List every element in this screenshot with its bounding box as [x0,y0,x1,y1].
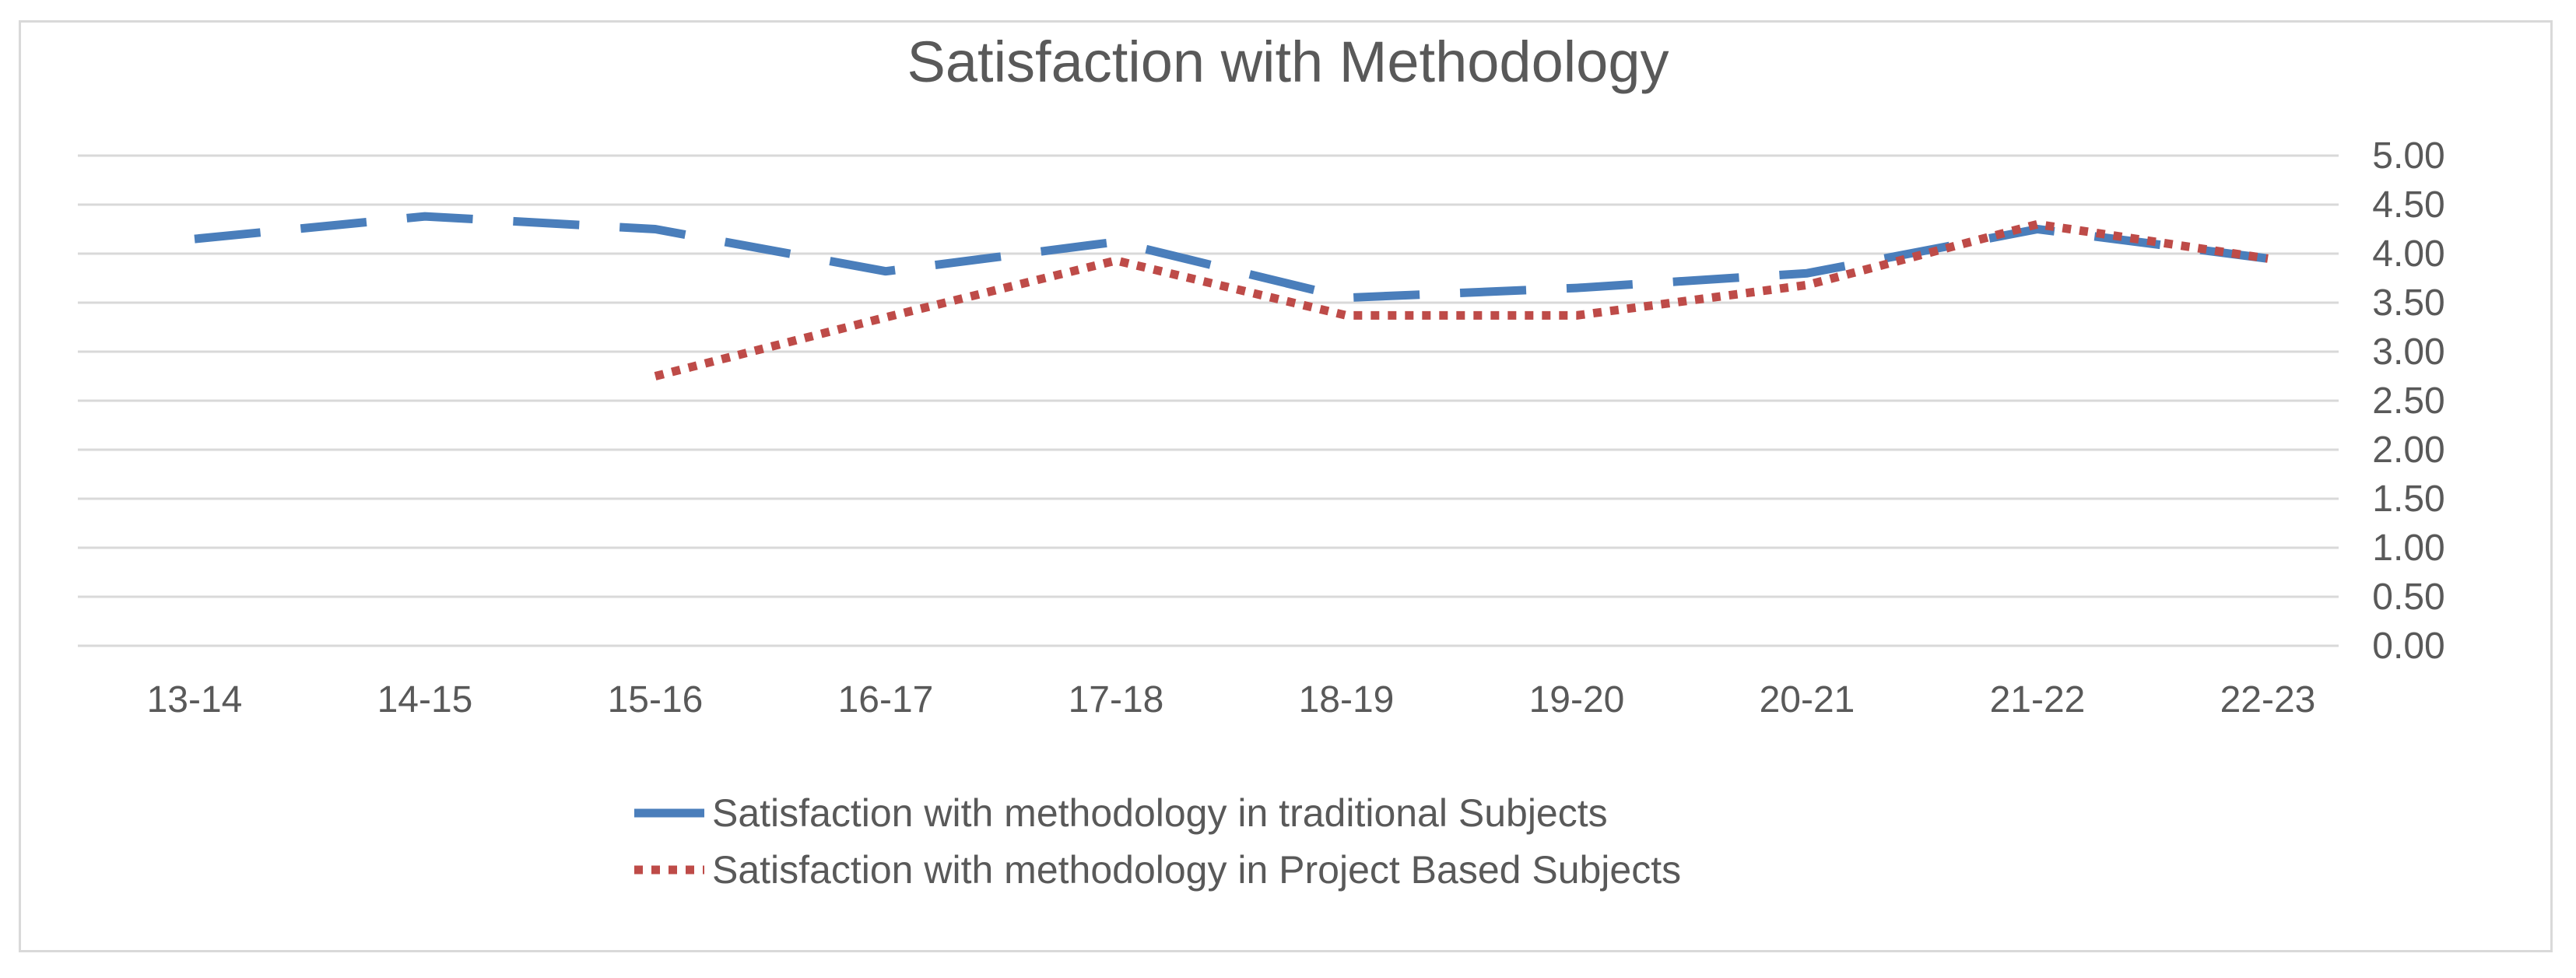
legend-label-traditional: Satisfaction with methodology in traditi… [712,791,1608,835]
y-tick-label: 2.00 [2372,429,2444,471]
legend-item-project-based: Satisfaction with methodology in Project… [634,848,1681,892]
y-tick-label: 5.00 [2372,135,2444,177]
series-lines [194,212,2269,380]
chart-title: Satisfaction with Methodology [907,30,1669,94]
y-tick-label: 4.50 [2372,184,2444,226]
gridlines [78,154,2339,647]
x-tick-label: 13-14 [147,679,243,720]
series-line-project-based [654,219,2269,380]
x-tick-label: 19-20 [1529,679,1625,720]
x-tick-label: 20-21 [1760,679,1855,720]
y-tick-label: 0.50 [2372,577,2444,618]
y-axis-ticks: 0.00 0.50 1.00 1.50 2.00 2.50 3.00 3.50 4.00 4.50… [2372,135,2444,667]
legend-label-project-based: Satisfaction with methodology in Project… [712,848,1681,892]
x-tick-label: 18-19 [1299,679,1395,720]
y-tick-label: 4.00 [2372,233,2444,275]
y-tick-label: 0.00 [2372,626,2444,667]
y-tick-label: 3.50 [2372,282,2444,324]
chart-frame [19,20,2553,952]
x-tick-label: 15-16 [608,679,704,720]
x-tick-label: 16-17 [838,679,934,720]
y-tick-label: 1.50 [2372,478,2444,520]
series-line-traditional [194,212,2269,303]
x-axis-ticks: 13-14 14-15 15-16 16-17 17-18 18-19 19-20 20-21… [147,679,2316,720]
y-tick-label: 2.50 [2372,380,2444,422]
x-tick-label: 21-22 [1990,679,2086,720]
x-tick-label: 14-15 [377,679,473,720]
legend: Satisfaction with methodology in traditi… [634,791,1681,892]
legend-item-traditional: Satisfaction with methodology in traditi… [634,791,1608,835]
y-tick-label: 3.00 [2372,331,2444,373]
y-tick-label: 1.00 [2372,528,2444,569]
x-tick-label: 17-18 [1069,679,1164,720]
x-tick-label: 22-23 [2220,679,2316,720]
